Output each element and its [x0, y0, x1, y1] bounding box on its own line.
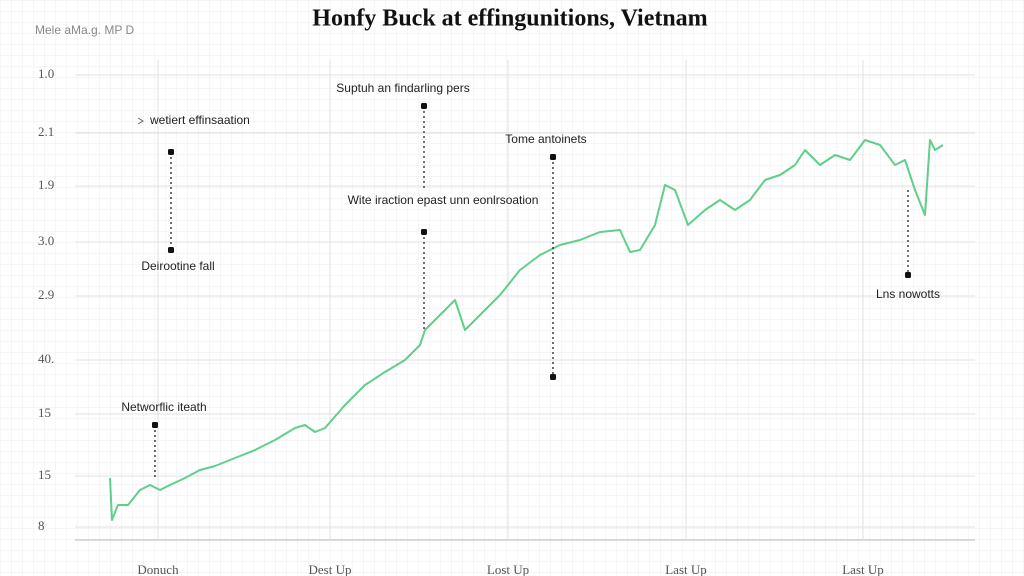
annotation-label: Deirootine fall — [141, 259, 214, 273]
annotation-label: Wite iraction epast unn eonlrsoation — [348, 193, 539, 207]
y-tick-label: 15 — [38, 467, 51, 482]
y-tick-label: 2.1 — [38, 124, 54, 139]
annotation-dot — [905, 272, 911, 278]
x-tick-label: Last Up — [842, 562, 884, 576]
annotation-label: Tome antoinets — [505, 132, 586, 146]
y-tick-label: 15 — [38, 405, 51, 420]
annotation-dot — [168, 149, 174, 155]
chart-title: Honfy Buck at effingunitions, Vietnam — [312, 6, 707, 32]
annotation-dot — [421, 103, 427, 109]
annotation-dot — [550, 374, 556, 380]
x-tick-label: Dest Up — [309, 562, 352, 576]
annotation-dot — [550, 154, 556, 160]
annotation-dot — [421, 229, 427, 235]
annotation-label: Networflic iteath — [121, 400, 206, 414]
y-tick-label: 3.0 — [38, 233, 54, 248]
annotation-dot — [152, 422, 158, 428]
x-tick-label: Last Up — [665, 562, 707, 576]
annotation-label: Lns nowotts — [876, 287, 940, 301]
y-tick-label: 1.9 — [38, 177, 54, 192]
annotation-label: Suptuh an findarling pers — [336, 81, 469, 95]
y-tick-label: 2.9 — [38, 287, 54, 302]
annotation-dot — [168, 247, 174, 253]
x-tick-label: Donuch — [137, 562, 179, 576]
y-tick-label: 1.0 — [38, 66, 54, 81]
line-series — [109, 139, 944, 521]
x-tick-label: Lost Up — [487, 562, 529, 576]
annotation-label: wetiert effinsaation — [149, 113, 250, 127]
y-tick-label: 8 — [38, 518, 45, 533]
chart-subtitle: Mele aMa.g. MP D — [35, 23, 134, 37]
y-tick-label: 40. — [38, 351, 54, 366]
annotation-arrow — [137, 117, 144, 125]
